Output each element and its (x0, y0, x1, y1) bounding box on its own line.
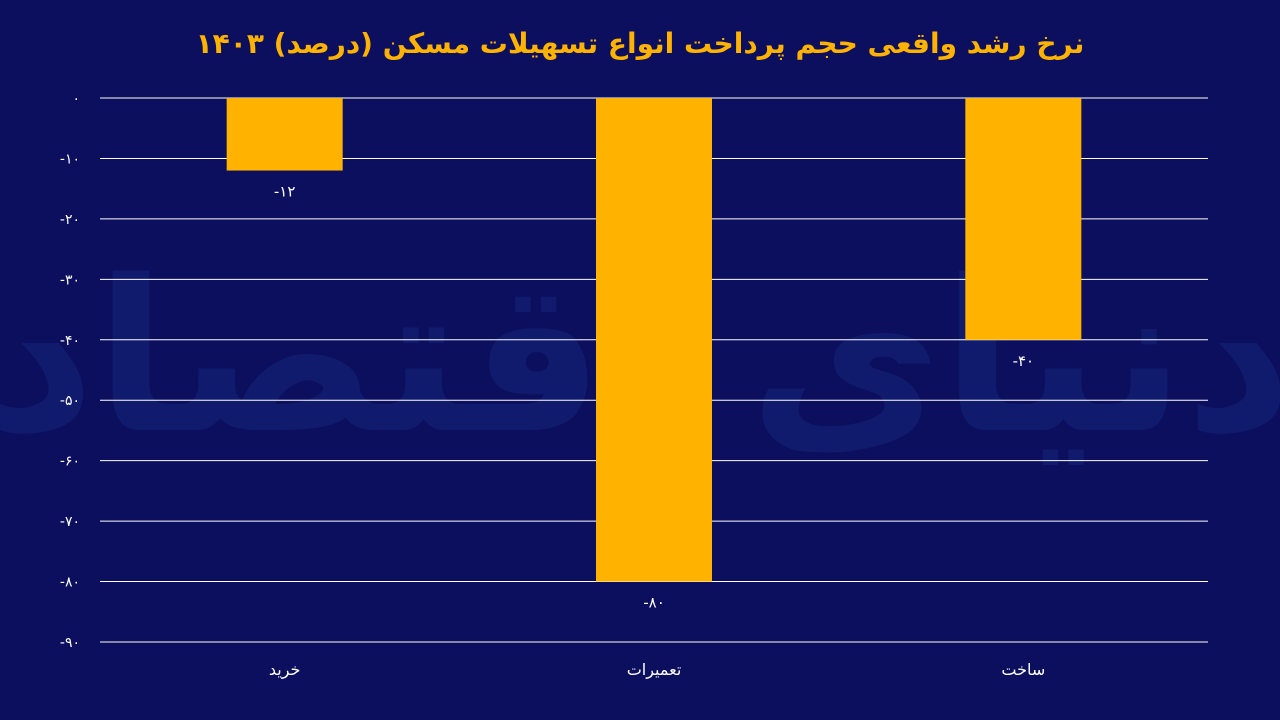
x-tick-label: خرید (269, 660, 301, 680)
data-label: -۸۰ (643, 594, 665, 612)
y-tick-label: -۷۰ (60, 514, 80, 530)
y-tick-label: -۸۰ (60, 575, 80, 591)
x-tick-label: تعمیرات (627, 660, 682, 680)
y-tick-label: -۹۰ (60, 635, 80, 651)
y-tick-label: -۲۰ (60, 212, 80, 228)
y-tick-label: ۰ (72, 91, 80, 107)
bar (596, 98, 712, 582)
chart-title: نرخ رشد واقعی حجم پرداخت انواع تسهیلات م… (196, 27, 1085, 60)
x-axis: خرید تعمیرات ساخت (269, 660, 1045, 680)
data-label: -۱۲ (274, 183, 296, 201)
y-tick-label: -۱۰ (60, 151, 80, 167)
bars (226, 98, 1082, 582)
y-tick-label: -۶۰ (60, 454, 80, 470)
data-label: -۴۰ (1013, 352, 1035, 370)
bar (226, 98, 343, 171)
y-axis: ۰ -۱۰ -۲۰ -۳۰ -۴۰ -۵۰ -۶۰ -۷۰ -۸۰ -۹۰ (60, 91, 80, 651)
y-tick-label: -۳۰ (60, 272, 80, 288)
x-tick-label: ساخت (1001, 660, 1045, 679)
y-tick-label: -۴۰ (60, 333, 80, 349)
bar (965, 98, 1082, 340)
data-labels: -۱۲ -۸۰ -۴۰ (274, 183, 1034, 612)
y-tick-label: -۵۰ (60, 393, 80, 409)
